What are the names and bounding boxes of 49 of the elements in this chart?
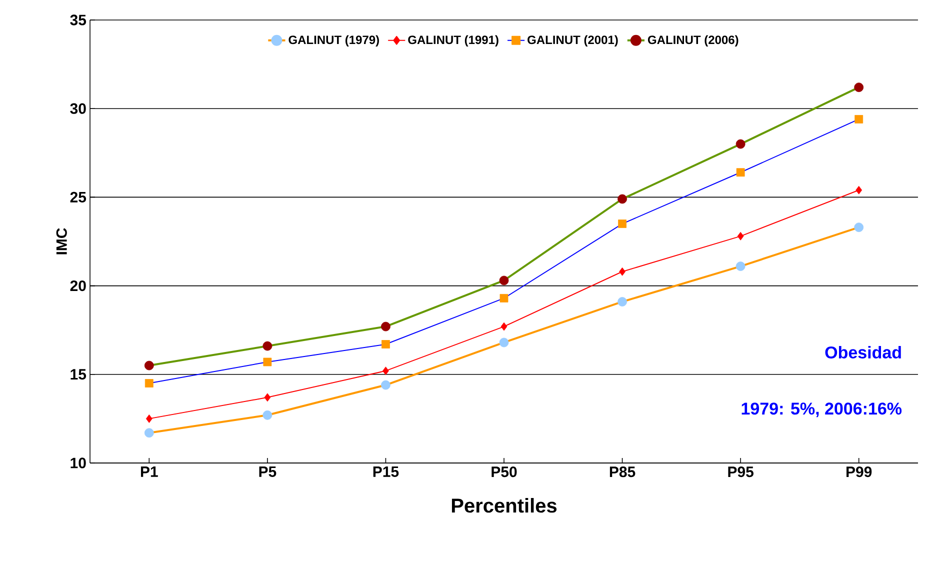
point [854, 222, 864, 232]
point [736, 139, 746, 149]
point [144, 428, 154, 438]
point [854, 82, 864, 92]
point [736, 262, 746, 271]
point [618, 297, 627, 306]
x-tick-label: P1 [140, 466, 158, 477]
point [382, 366, 389, 376]
x-tick-label: P85 [610, 466, 636, 478]
point [381, 322, 390, 332]
legend-label: GALINUT (2001) [528, 35, 618, 46]
point [736, 168, 745, 177]
point [500, 322, 508, 331]
annotation: Obesidad [825, 346, 901, 358]
x-tick-label: P50 [492, 466, 517, 478]
y-tick-label: 30 [70, 103, 86, 114]
point [499, 276, 509, 286]
point [737, 232, 744, 240]
point [619, 267, 626, 276]
y-tick-label: 35 [70, 14, 86, 26]
legend-label: GALINUT (2006) [648, 35, 738, 46]
point [262, 410, 272, 420]
point [381, 380, 390, 390]
legend-label: GALINUT (1991) [408, 35, 498, 46]
point [854, 115, 864, 124]
point [618, 194, 627, 204]
point [144, 360, 154, 370]
annotation: 1979: 5%, 2006:16% [742, 402, 902, 418]
point [144, 379, 154, 388]
y-tick-label: 15 [70, 369, 86, 380]
y-axis-title: IMC [56, 228, 67, 254]
x-axis-title: Percentiles [452, 498, 557, 513]
point [146, 414, 152, 423]
point [500, 294, 508, 302]
point [262, 341, 272, 351]
point [618, 220, 626, 228]
x-tick-label: P99 [846, 466, 872, 478]
x-tick-label: P95 [728, 466, 754, 478]
x-tick-label: P15 [373, 466, 399, 477]
point [263, 358, 272, 366]
legend-label: GALINUT (1979) [288, 35, 379, 46]
point [264, 393, 271, 402]
y-tick-label: 10 [70, 458, 86, 468]
y-tick-label: 20 [70, 280, 86, 292]
x-tick-label: P5 [259, 466, 276, 477]
y-tick-label: 25 [70, 192, 86, 202]
point [382, 340, 390, 348]
point [856, 186, 862, 194]
point [499, 338, 509, 348]
